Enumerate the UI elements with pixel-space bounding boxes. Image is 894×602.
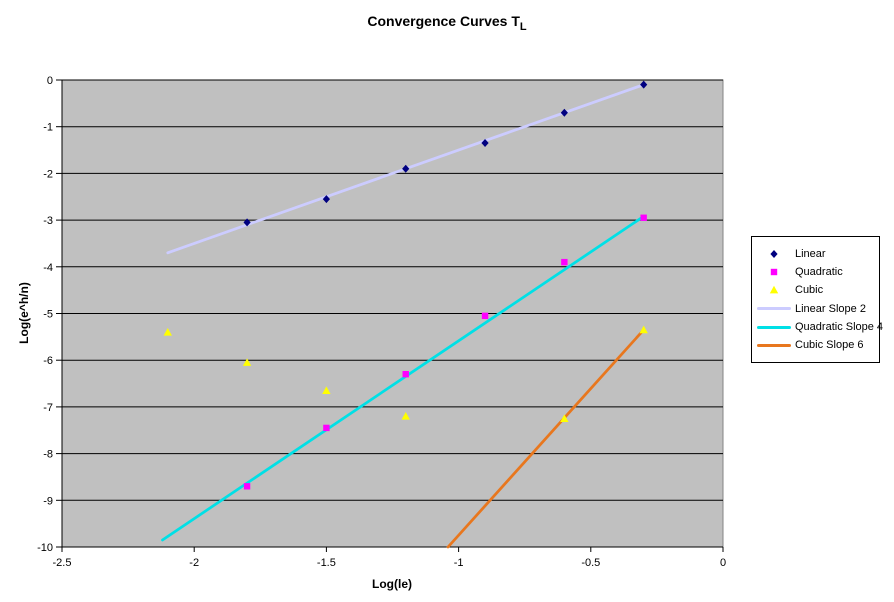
chart-title-text: Convergence Curves T (367, 13, 520, 29)
y-tick-label: -7 (43, 402, 53, 414)
legend-marker-glyph (770, 268, 778, 276)
diamond-icon (770, 249, 778, 258)
y-tick-label: -1 (43, 122, 53, 134)
legend-item-linear-slope-2: Linear Slope 2 (757, 300, 874, 317)
legend-item-label: Cubic (795, 284, 824, 297)
x-tick-label: -2 (189, 557, 199, 569)
series-line-cubic-slope-6 (446, 328, 646, 549)
data-point-linear (243, 218, 251, 227)
data-point-cubic (401, 412, 410, 420)
legend-item-label: Linear (795, 247, 826, 260)
data-point-linear (560, 108, 568, 117)
data-point-cubic (242, 358, 252, 366)
x-tick-label: -0.5 (581, 557, 600, 569)
legend-line-swatch (757, 343, 791, 347)
legend-item-label: Cubic Slope 6 (795, 339, 864, 352)
square-icon (770, 268, 778, 276)
y-tick-label: -4 (43, 262, 53, 274)
y-tick-label: -3 (43, 215, 53, 227)
legend-marker-glyph (770, 249, 778, 258)
x-tick-label: -2.5 (53, 557, 72, 569)
data-point-linear (481, 139, 489, 148)
legend-item-linear: Linear (757, 245, 874, 262)
chart-title: Convergence Curves TL (0, 13, 894, 33)
legend-item-quadratic-slope-4: Quadratic Slope 4 (757, 319, 883, 336)
legend-square-icon (757, 266, 791, 278)
legend-item-quadratic: Quadratic (757, 263, 874, 280)
data-point-cubic (322, 386, 331, 394)
data-point-linear (322, 195, 330, 204)
y-tick-label: -2 (43, 168, 53, 180)
x-tick-label: -1 (454, 557, 464, 569)
data-point-cubic (560, 414, 569, 422)
data-point-linear (402, 164, 410, 173)
x-axis-title: Log(le) (372, 577, 412, 591)
y-tick-label: 0 (47, 75, 53, 87)
data-point-quadratic (640, 214, 647, 221)
y-tick-label: -5 (43, 309, 53, 321)
legend-line-swatch (757, 325, 791, 329)
legend-item-label: Linear Slope 2 (795, 302, 866, 315)
data-point-cubic (639, 325, 648, 334)
data-point-quadratic (323, 424, 330, 432)
legend-line-icon (757, 307, 791, 311)
legend-item-label: Quadratic Slope 4 (795, 321, 884, 334)
x-tick-label: -1.5 (317, 557, 336, 569)
chart-title-subscript: L (519, 20, 527, 33)
data-point-quadratic (243, 483, 251, 490)
legend-item-label: Quadratic (795, 265, 843, 278)
legend-item-cubic-slope-6: Cubic Slope 6 (757, 337, 874, 354)
y-tick-label: -8 (43, 449, 53, 461)
data-point-quadratic (561, 258, 568, 266)
legend-line-icon (757, 343, 791, 347)
legend-marker-glyph (769, 286, 779, 294)
triangle-icon (769, 286, 779, 294)
legend-item-cubic: Cubic (757, 282, 874, 299)
series-line-quadratic-slope-4 (161, 214, 646, 542)
legend-diamond-icon (757, 248, 791, 260)
y-tick-label: -9 (43, 495, 53, 507)
data-point-linear (640, 80, 648, 89)
data-point-quadratic (402, 371, 409, 378)
legend-triangle-icon (757, 284, 791, 296)
legend-line-swatch (757, 307, 791, 311)
x-tick-label: 0 (720, 557, 726, 569)
data-point-cubic (163, 327, 172, 336)
legend-line-icon (757, 325, 791, 329)
data-point-quadratic (481, 312, 489, 320)
y-tick-label: -6 (43, 355, 53, 367)
y-tick-label: -10 (37, 542, 53, 554)
legend: Linear Quadratic Cubic Linear Slope 2 Quadra… (751, 236, 883, 363)
